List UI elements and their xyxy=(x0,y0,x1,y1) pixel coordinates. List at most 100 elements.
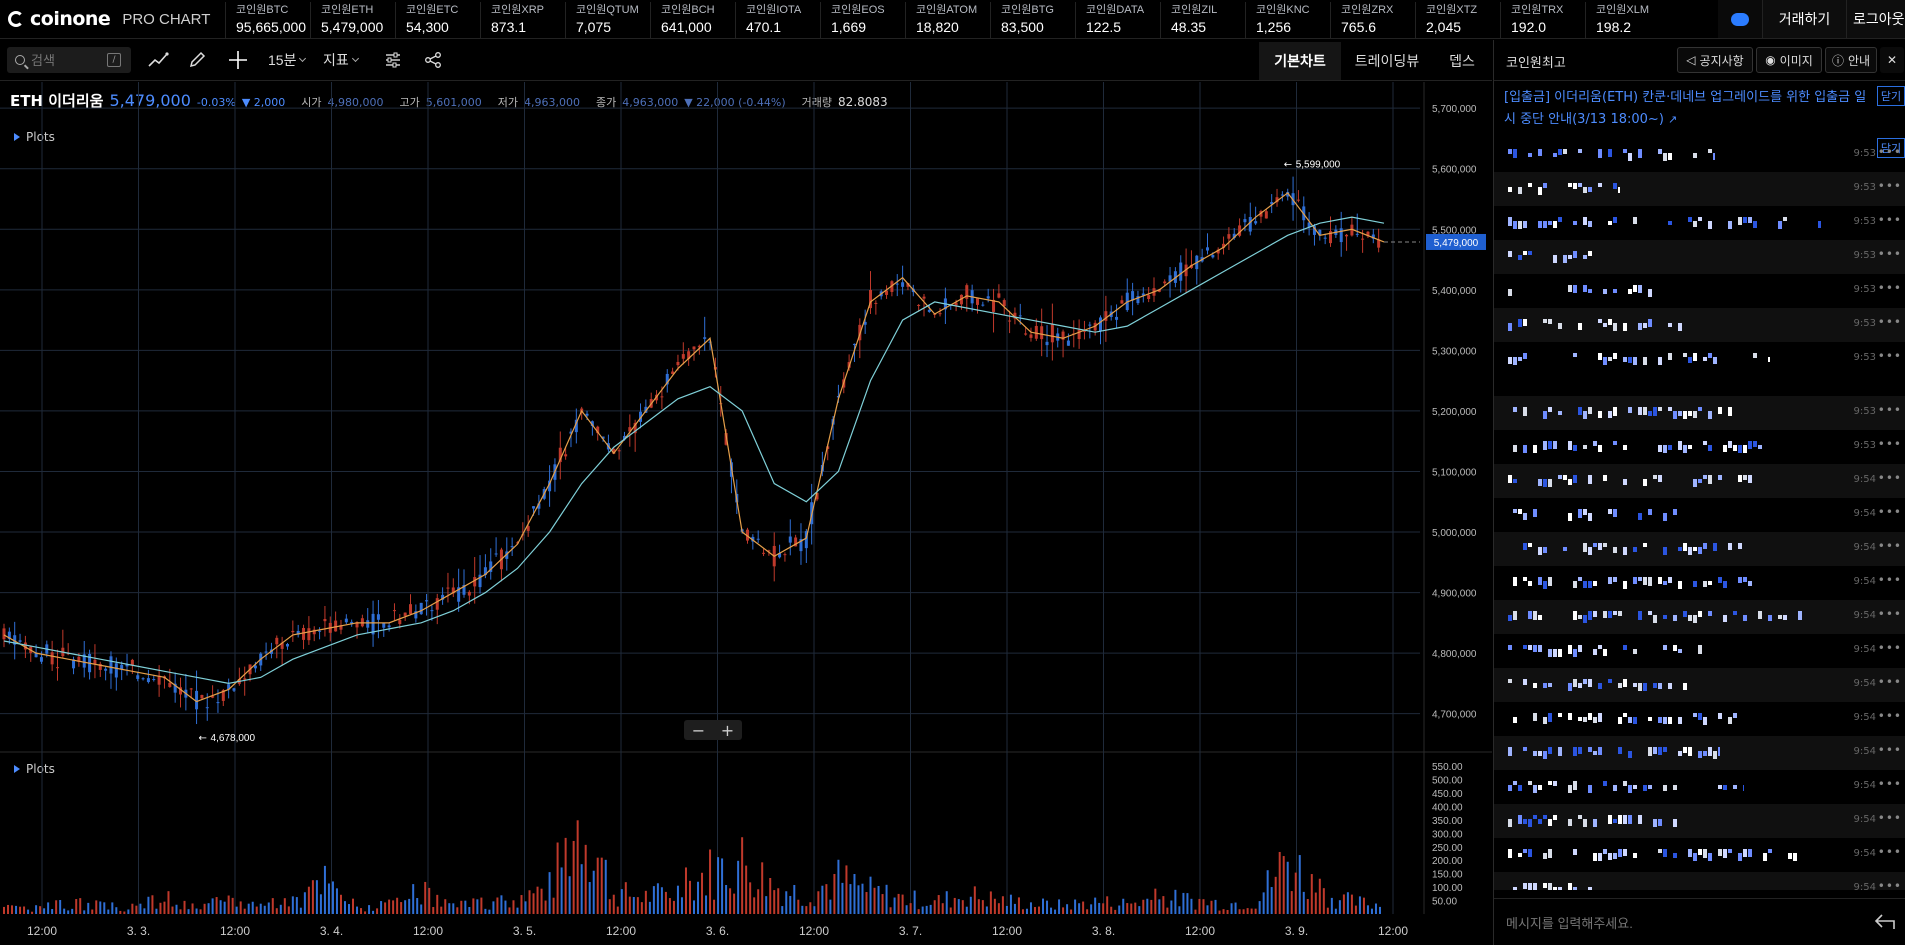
message-more-icon[interactable]: ••• xyxy=(1877,675,1902,689)
message-more-icon[interactable]: ••• xyxy=(1877,247,1902,261)
censored-message-text xyxy=(1508,353,1770,365)
volume-bar xyxy=(849,884,852,914)
ticker-item[interactable]: 코인원QTUM 7,075 xyxy=(565,2,639,38)
message-time: 9:54 xyxy=(1853,474,1876,485)
message-more-icon[interactable]: ••• xyxy=(1877,607,1902,621)
ticker-item[interactable]: 코인원XLM 198.2 xyxy=(1585,2,1649,38)
send-icon[interactable] xyxy=(1874,913,1896,931)
notice-button-label: 공지사항 xyxy=(1699,53,1744,68)
share-button[interactable] xyxy=(424,50,442,70)
tab-basic-chart[interactable]: 기본차트 xyxy=(1259,42,1341,80)
message-more-icon[interactable]: ••• xyxy=(1877,777,1902,791)
tab-tradingview[interactable]: 트레이딩뷰 xyxy=(1354,54,1420,70)
candle-body xyxy=(82,654,86,668)
ticker-item[interactable]: 코인원IOTA 470.1 xyxy=(735,2,801,38)
volume-bar xyxy=(528,890,531,914)
message-more-icon[interactable]: ••• xyxy=(1877,213,1902,227)
message-more-icon[interactable]: ••• xyxy=(1877,811,1902,825)
candle-body xyxy=(264,651,268,653)
message-input[interactable] xyxy=(1506,911,1836,935)
message-more-icon[interactable]: ••• xyxy=(1877,179,1902,193)
message-more-icon[interactable]: ••• xyxy=(1877,743,1902,757)
message-more-icon[interactable]: ••• xyxy=(1877,281,1902,295)
message-more-icon[interactable]: ••• xyxy=(1877,145,1902,159)
ticker-item[interactable]: 코인원XRP 873.1 xyxy=(480,2,544,38)
ticker-item[interactable]: 코인원ETH 5,479,000 xyxy=(310,2,383,38)
candle-body xyxy=(173,683,177,693)
ticker-item[interactable]: 코인원ETC 54,300 xyxy=(395,2,458,38)
message-more-icon[interactable]: ••• xyxy=(1877,403,1902,417)
message-more-icon[interactable]: ••• xyxy=(1877,879,1902,890)
chart-settings-button[interactable] xyxy=(384,50,402,70)
indicator-selector[interactable]: 지표 xyxy=(323,50,359,70)
volume-plots-toggle[interactable]: Plots xyxy=(14,762,55,776)
zoom-in-button[interactable]: + xyxy=(720,720,735,740)
volume-bar xyxy=(239,901,242,914)
pinned-notice[interactable]: [입출금] 이더리움(ETH) 칸쿤·데네브 업그레이드를 위한 입출금 일시 … xyxy=(1504,87,1876,131)
close-panel-button[interactable]: ✕ xyxy=(1880,47,1904,73)
volume-bar xyxy=(95,900,98,914)
candle-body xyxy=(109,656,113,674)
notice-button[interactable]: ◁ 공지사항 xyxy=(1677,47,1753,73)
volume-bar xyxy=(271,898,274,914)
image-button[interactable]: ◉ 이미지 xyxy=(1756,47,1822,73)
ticker-item[interactable]: 코인원TRX 192.0 xyxy=(1500,2,1563,38)
crosshair-tool[interactable] xyxy=(228,50,248,70)
trend-line-tool[interactable] xyxy=(147,50,169,70)
message-more-icon[interactable]: ••• xyxy=(1877,349,1902,363)
message-more-icon[interactable]: ••• xyxy=(1877,437,1902,451)
zoom-out-button[interactable]: − xyxy=(691,720,706,740)
message-more-icon[interactable]: ••• xyxy=(1877,709,1902,723)
ticker-item[interactable]: 코인원KNC 1,256 xyxy=(1245,2,1310,38)
ticker-item[interactable]: 코인원BTG 83,500 xyxy=(990,2,1054,38)
candle-body xyxy=(146,678,150,683)
guide-button[interactable]: ⓘ 안내 xyxy=(1825,47,1877,73)
price-plots-toggle[interactable]: Plots xyxy=(14,130,55,144)
ticker-item[interactable]: 코인원DATA 122.5 xyxy=(1075,2,1144,38)
message-more-icon[interactable]: ••• xyxy=(1877,315,1902,329)
candle-body xyxy=(23,642,27,650)
volume-bar xyxy=(1050,907,1053,914)
tab-depth[interactable]: 뎁스 xyxy=(1449,54,1475,70)
search-icon xyxy=(15,55,25,65)
chat-message: 9:54 ••• xyxy=(1494,736,1905,770)
volume-bar xyxy=(83,910,86,914)
logout-button[interactable]: 로그아웃 xyxy=(1846,0,1905,38)
draw-tool[interactable] xyxy=(188,50,208,70)
volume-bar xyxy=(921,906,924,914)
chat-button[interactable] xyxy=(1718,0,1762,38)
close-notice-button[interactable]: 닫기 xyxy=(1877,138,1905,158)
logo[interactable]: coinone PRO CHART xyxy=(8,8,210,30)
volume-bar xyxy=(59,900,62,914)
interval-selector[interactable]: 15분 xyxy=(268,50,307,70)
message-more-icon[interactable]: ••• xyxy=(1877,471,1902,485)
search-box[interactable]: / xyxy=(7,47,131,73)
candle-body xyxy=(344,618,348,623)
ticker-item[interactable]: 코인원XTZ 2,045 xyxy=(1415,2,1477,38)
volume-bar xyxy=(392,900,395,914)
message-more-icon[interactable]: ••• xyxy=(1877,845,1902,859)
search-input[interactable] xyxy=(31,52,101,68)
ticker-item[interactable]: 코인원EOS 1,669 xyxy=(820,2,885,38)
indicator-label: 지표 xyxy=(323,52,349,68)
candle-body xyxy=(34,652,38,658)
ticker-item[interactable]: 코인원BCH 641,000 xyxy=(650,2,715,38)
message-more-icon[interactable]: ••• xyxy=(1877,505,1902,519)
message-more-icon[interactable]: ••• xyxy=(1877,539,1902,553)
volume-bar xyxy=(335,888,338,914)
close-notice-button[interactable]: 닫기 xyxy=(1877,86,1905,106)
candle-body xyxy=(1147,295,1151,299)
censored-message-text xyxy=(1508,679,1687,691)
volume-tick-label: 300.00 xyxy=(1432,829,1463,840)
candle-body xyxy=(1008,320,1012,322)
message-more-icon[interactable]: ••• xyxy=(1877,573,1902,587)
message-more-icon[interactable]: ••• xyxy=(1877,641,1902,655)
eye-icon: ◉ xyxy=(1765,53,1776,67)
ticker-item[interactable]: 코인원ATOM 18,820 xyxy=(905,2,977,38)
trade-button[interactable]: 거래하기 xyxy=(1762,0,1846,38)
ticker-item[interactable]: 코인원ZIL 48.35 xyxy=(1160,2,1217,38)
ticker-item[interactable]: 코인원ZRX 765.6 xyxy=(1330,2,1393,38)
ticker-price: 470.1 xyxy=(746,19,782,35)
ticker-item[interactable]: 코인원BTC 95,665,000 xyxy=(225,2,306,38)
price-chart[interactable]: 5,700,000 5,600,000 5,500,000 5,400,000 5,30… xyxy=(0,82,1492,945)
